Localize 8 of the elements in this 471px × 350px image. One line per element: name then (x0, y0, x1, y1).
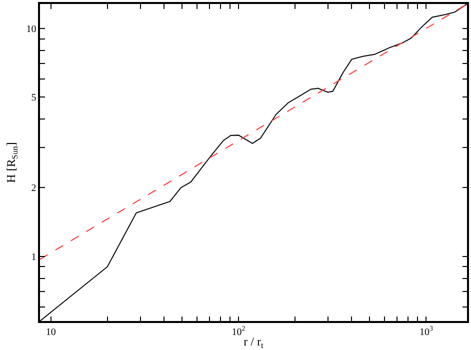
x-axis-title: r / r$_{t}$ (244, 334, 264, 350)
y-tick-label: 1 (31, 252, 36, 263)
x-tick-label: 10 (46, 326, 56, 338)
x-tick-label: 10$^{3}$ (419, 324, 434, 338)
x-tick-label: 10$^{2}$ (232, 324, 246, 338)
y-tick-label: 10 (26, 24, 36, 35)
y-tick-label: 5 (31, 92, 36, 104)
y-tick-label: 2 (31, 183, 36, 194)
